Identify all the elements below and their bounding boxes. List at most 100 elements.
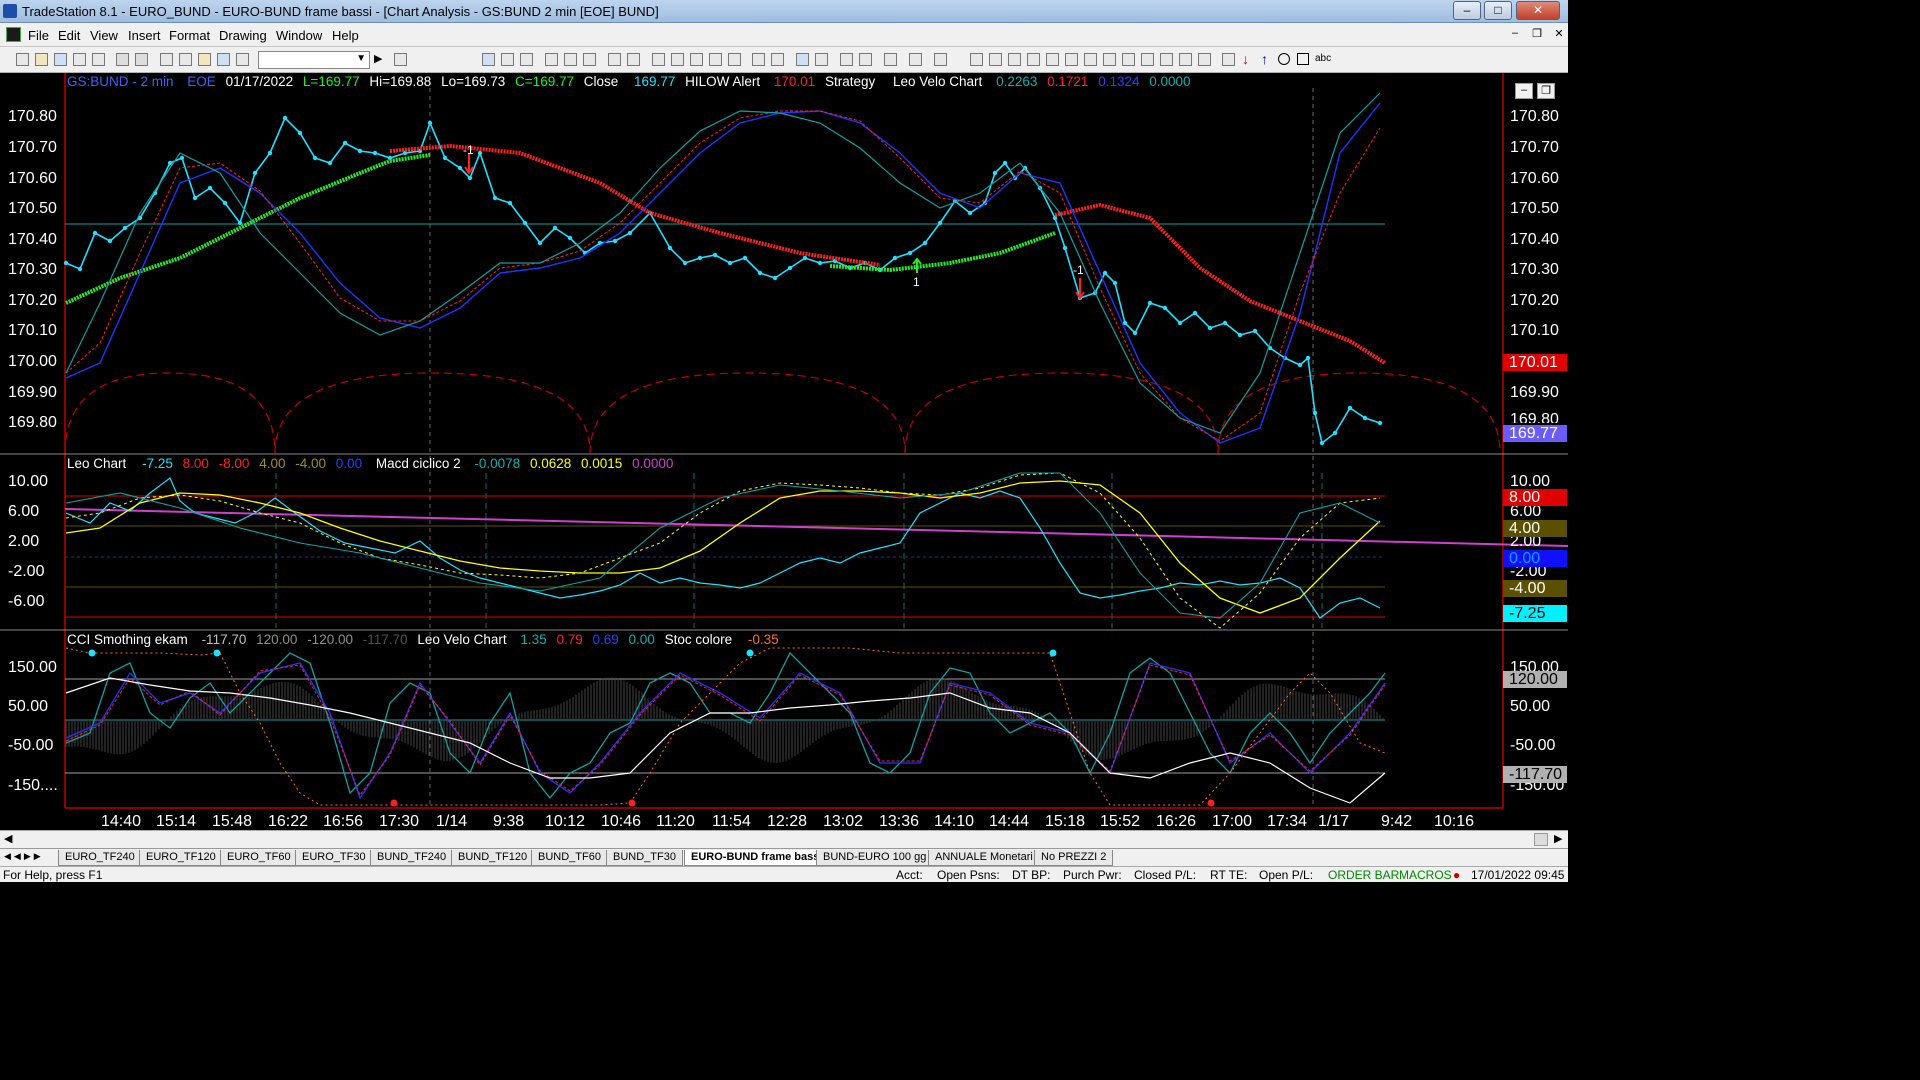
- menu-edit[interactable]: Edit: [58, 28, 81, 43]
- close-button[interactable]: ✕: [1516, 1, 1560, 20]
- chart-tool6-icon[interactable]: [652, 53, 665, 66]
- tab-bund-tf240[interactable]: BUND_TF240: [370, 850, 454, 866]
- find-icon[interactable]: [394, 53, 407, 66]
- tab-euro-tf120[interactable]: EURO_TF120: [139, 850, 223, 866]
- table-icon[interactable]: [520, 53, 533, 66]
- scroll-left-icon[interactable]: ◀: [4, 833, 13, 845]
- cycle-lines-icon[interactable]: [1103, 53, 1116, 66]
- arrow-up-blue-icon[interactable]: ↑: [1261, 51, 1268, 67]
- grid-icon[interactable]: [217, 53, 230, 66]
- text-icon[interactable]: abc: [1315, 53, 1332, 64]
- pencil-icon[interactable]: [1198, 53, 1211, 66]
- pane-restore-icon[interactable]: ❐: [1537, 83, 1555, 99]
- status-order-bar[interactable]: ORDER BAR: [1328, 868, 1400, 882]
- chart-tool9-icon[interactable]: [709, 53, 722, 66]
- tab-no-prezzi-2[interactable]: No PREZZI 2: [1034, 850, 1114, 866]
- chart-tool4-icon[interactable]: [608, 53, 621, 66]
- chart-tool13-icon[interactable]: [909, 53, 922, 66]
- price-dot: [1112, 280, 1118, 286]
- new-chart-icon[interactable]: [73, 53, 86, 66]
- new-icon[interactable]: [16, 53, 29, 66]
- curve-icon[interactable]: [1222, 53, 1235, 66]
- zoom-out-icon[interactable]: [815, 53, 828, 66]
- chart-tool1-icon[interactable]: [545, 53, 558, 66]
- menu-help[interactable]: Help: [332, 28, 359, 43]
- arrow-down-red-icon[interactable]: ↓: [1242, 51, 1249, 67]
- save-icon[interactable]: [54, 53, 67, 66]
- rectangle-icon[interactable]: [1297, 53, 1309, 65]
- menu-file[interactable]: File: [28, 28, 49, 43]
- trendline-icon[interactable]: [970, 53, 983, 66]
- chart-tool10-icon[interactable]: [728, 53, 741, 66]
- horizontal-line-icon[interactable]: [989, 53, 1002, 66]
- price-dot: [1252, 328, 1258, 334]
- chart-tool5-icon[interactable]: [627, 53, 640, 66]
- chart-tool2-icon[interactable]: [564, 53, 577, 66]
- chart-doc-icon[interactable]: [6, 27, 21, 42]
- window2-icon[interactable]: [179, 53, 192, 66]
- arrow-lr-icon[interactable]: [1141, 53, 1154, 66]
- pointer2-icon[interactable]: [859, 53, 872, 66]
- gann-icon[interactable]: [1084, 53, 1097, 66]
- tab-bund-tf60[interactable]: BUND_TF60: [531, 850, 608, 866]
- buy-arrow-icon: [912, 257, 922, 273]
- speed-lines-icon[interactable]: [1122, 53, 1135, 66]
- scroll-thumb[interactable]: [1534, 833, 1548, 846]
- p1-y-label: 170.50: [8, 200, 57, 217]
- ellipse-icon[interactable]: [1278, 53, 1290, 65]
- copy-icon[interactable]: [92, 53, 105, 66]
- mdi-close-icon[interactable]: ✕: [1554, 28, 1564, 40]
- pane2-v1: -7.25: [142, 456, 173, 471]
- chart-tool11-icon[interactable]: [752, 53, 765, 66]
- pane-minimize-icon[interactable]: –: [1515, 83, 1533, 99]
- chart-window[interactable]: GS:BUND - 2 min EOE 01/17/2022 L=169.77 …: [0, 73, 1568, 830]
- zoom-in-icon[interactable]: [796, 53, 809, 66]
- fib-arcs-icon[interactable]: [1160, 53, 1173, 66]
- tab-bund-tf30[interactable]: BUND_TF30: [606, 850, 683, 866]
- symbol-combo[interactable]: ▼: [258, 51, 370, 69]
- price-dot: [727, 260, 733, 266]
- chart-tool3-icon[interactable]: [583, 53, 596, 66]
- print-preview-icon[interactable]: [135, 53, 148, 66]
- menu-view[interactable]: View: [90, 28, 118, 43]
- format-icon[interactable]: [236, 53, 249, 66]
- bar-chart-icon[interactable]: [482, 53, 495, 66]
- lock-icon[interactable]: [198, 53, 211, 66]
- tab-nav-icon[interactable]: ◀◀▶▶: [4, 851, 44, 861]
- indicator-icon[interactable]: [501, 53, 514, 66]
- scroll-right-icon[interactable]: ▶: [1554, 833, 1563, 845]
- chart-tool14-icon[interactable]: [934, 53, 947, 66]
- arrow-right-icon[interactable]: ▶: [374, 53, 383, 65]
- horizontal-scrollbar[interactable]: ◀ ▶: [0, 830, 1568, 848]
- tools-icon[interactable]: [884, 53, 897, 66]
- lines-icon[interactable]: [1008, 53, 1021, 66]
- status-macros[interactable]: MACROS: [1399, 868, 1452, 882]
- tab-euro-tf240[interactable]: EURO_TF240: [58, 850, 142, 866]
- chart-tool12-icon[interactable]: [771, 53, 784, 66]
- mdi-minimize-icon[interactable]: –: [1511, 27, 1519, 39]
- tab-euro-bund-frame-bassi[interactable]: EURO-BUND frame bassi: [684, 850, 830, 866]
- maximize-button[interactable]: □: [1484, 1, 1512, 20]
- pointer-icon[interactable]: [840, 53, 853, 66]
- tab-annuale-monetari[interactable]: ANNUALE Monetari: [928, 850, 1040, 866]
- tab-euro-tf30[interactable]: EURO_TF30: [295, 850, 373, 866]
- tab-bund-tf120[interactable]: BUND_TF120: [451, 850, 535, 866]
- chart-tool7-icon[interactable]: [671, 53, 684, 66]
- menu-format[interactable]: Format: [169, 28, 211, 43]
- tab-euro-tf60[interactable]: EURO_TF60: [220, 850, 298, 866]
- fibonacci-icon[interactable]: [1046, 53, 1059, 66]
- channel-icon[interactable]: [1027, 53, 1040, 66]
- tab-bund-euro-100gg[interactable]: BUND-EURO 100 gg: [816, 850, 934, 866]
- pane1-velo-v1: 0.2263: [996, 74, 1038, 89]
- arc-icon[interactable]: [1179, 53, 1192, 66]
- regression-icon[interactable]: [1065, 53, 1078, 66]
- print-icon[interactable]: [116, 53, 129, 66]
- menu-drawing[interactable]: Drawing: [219, 28, 267, 43]
- menu-window[interactable]: Window: [276, 28, 323, 43]
- open-icon[interactable]: [35, 53, 48, 66]
- menu-insert[interactable]: Insert: [128, 28, 161, 43]
- chart-tool8-icon[interactable]: [690, 53, 703, 66]
- window-icon[interactable]: [160, 53, 173, 66]
- mdi-restore-icon[interactable]: ❐: [1532, 28, 1542, 40]
- minimize-button[interactable]: –: [1453, 1, 1481, 20]
